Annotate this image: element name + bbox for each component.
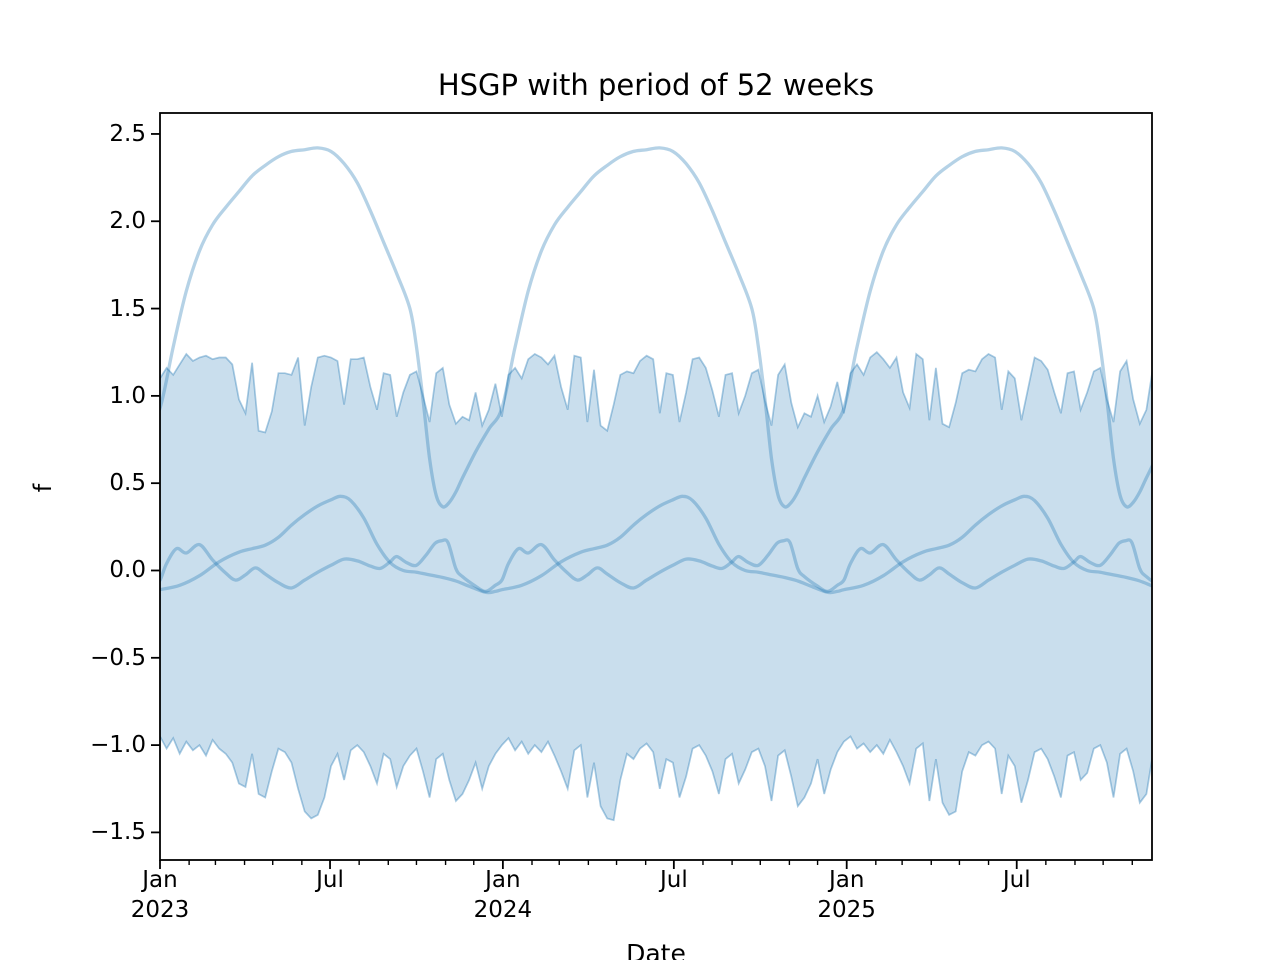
x-tick-label-month: Jan bbox=[142, 867, 178, 893]
y-tick-label: 0.5 bbox=[109, 470, 146, 497]
x-tick-label-year: 2023 bbox=[130, 897, 190, 923]
y-tick-label: −1.5 bbox=[90, 819, 146, 846]
x-tick-label-year: 2025 bbox=[817, 897, 876, 923]
x-tick-label-year: 2024 bbox=[473, 897, 533, 923]
y-tick-label: 0.0 bbox=[109, 557, 146, 584]
y-tick-label: −1.0 bbox=[90, 732, 146, 759]
gp-sample-annual-large-curve bbox=[160, 146, 1152, 509]
x-tick-label-month: Jan bbox=[485, 867, 521, 893]
gp-sample-wiggly-curve bbox=[160, 538, 1152, 594]
uncertainty-band-lower-edge bbox=[160, 735, 1152, 822]
x-tick-label-month: Jul bbox=[1002, 867, 1031, 893]
y-tick-label: 1.5 bbox=[109, 295, 146, 322]
y-tick-label: 1.0 bbox=[109, 382, 146, 409]
y-tick-label: 2.0 bbox=[109, 208, 146, 235]
gp-sample-medium-curve bbox=[160, 494, 1152, 595]
chart-title: HSGP with period of 52 weeks bbox=[437, 68, 875, 102]
uncertainty-band bbox=[160, 352, 1152, 821]
x-tick-label-month: Jan bbox=[828, 867, 865, 893]
y-tick-label: −0.5 bbox=[90, 644, 146, 671]
uncertainty-band-upper-edge bbox=[160, 351, 1152, 434]
axes-spines bbox=[159, 112, 1153, 861]
x-tick-label-month: Jul bbox=[659, 867, 688, 893]
x-axis-label: Date bbox=[626, 939, 686, 960]
y-tick-label: 2.5 bbox=[109, 120, 146, 147]
x-tick-label-month: Jul bbox=[316, 867, 344, 893]
